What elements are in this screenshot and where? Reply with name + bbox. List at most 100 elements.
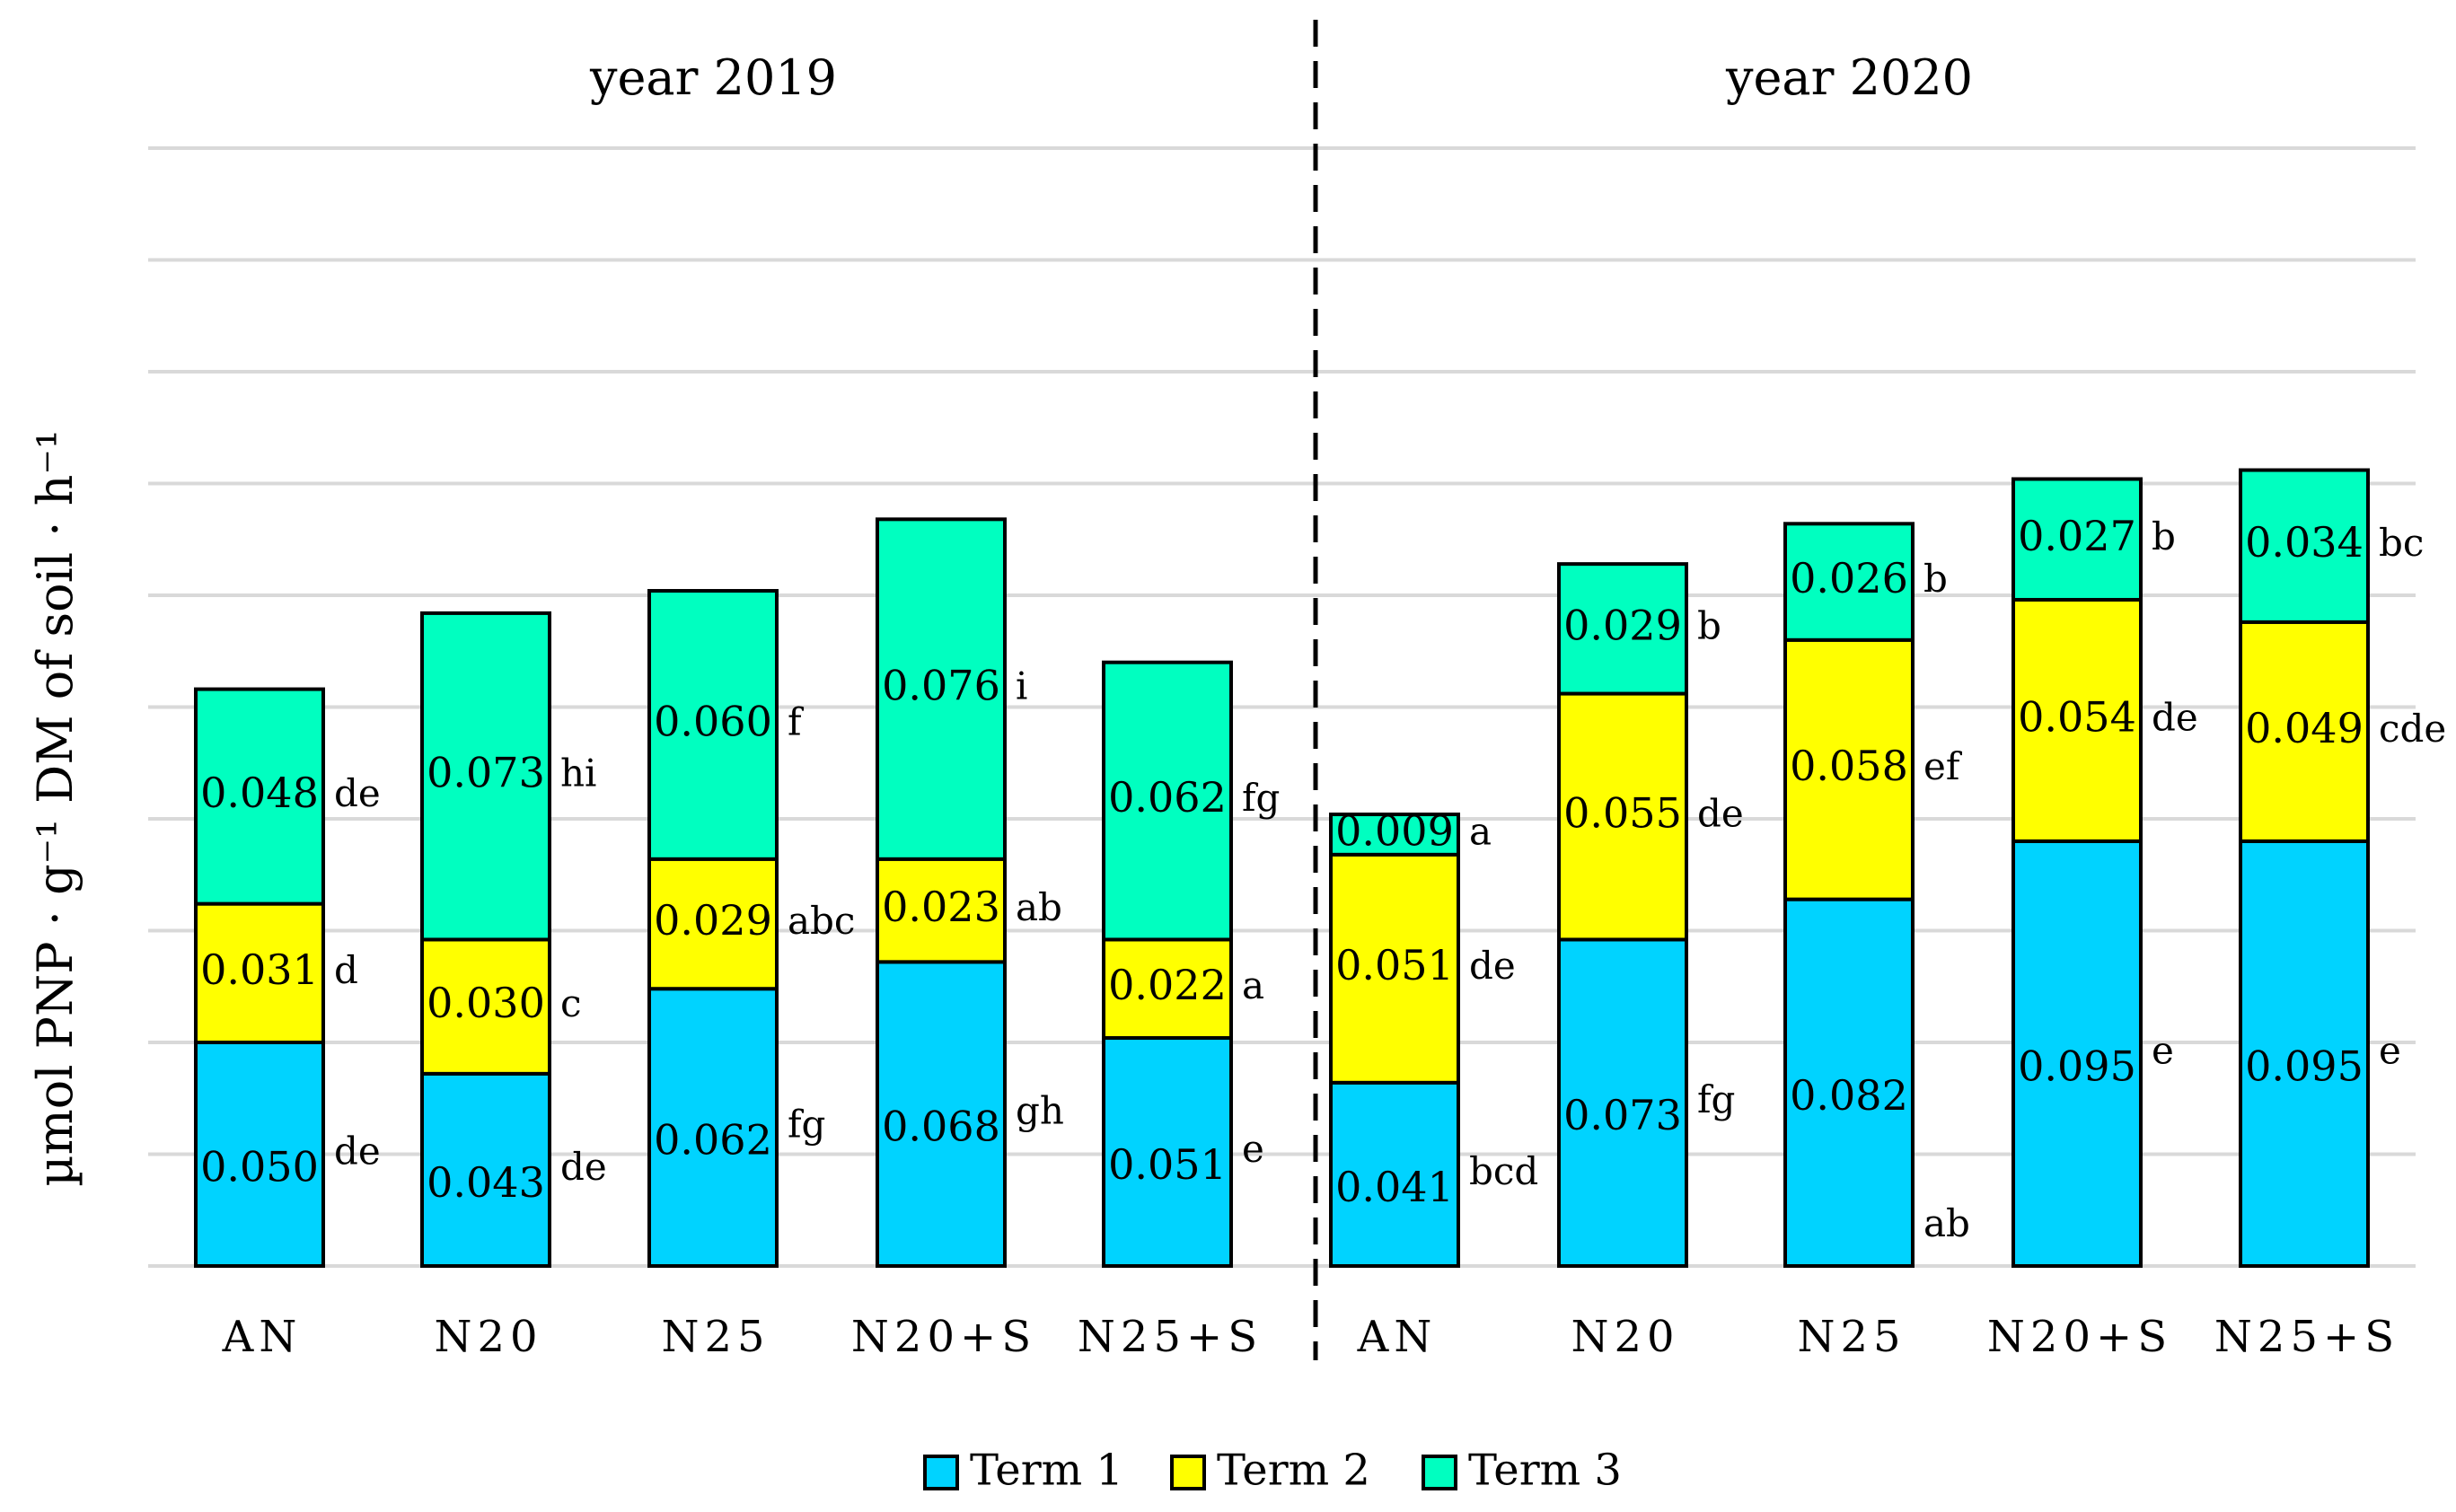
bar-segment-term-1 (1329, 1080, 1460, 1268)
legend-label: Term 1 (970, 1446, 1123, 1496)
category-label: N20 (434, 1312, 542, 1362)
legend-swatch (1422, 1455, 1457, 1490)
significance-letter: fg (1242, 776, 1280, 820)
significance-letter: i (1016, 664, 1027, 708)
significance-letter: hi (560, 752, 596, 796)
significance-letter: ef (1923, 744, 1963, 788)
legend-swatch (1170, 1455, 1206, 1490)
significance-letter: fg (1697, 1077, 1735, 1121)
value-label: 0.051 (1108, 1140, 1227, 1189)
bar-segment-term-2 (194, 901, 325, 1044)
value-label: 0.062 (654, 1116, 772, 1165)
bar-segment-term-3 (1783, 522, 1915, 642)
value-label: 0.041 (1335, 1163, 1454, 1211)
category-label: AN (1357, 1312, 1438, 1362)
value-label: 0.054 (2018, 692, 2136, 741)
value-label: 0.022 (1108, 961, 1227, 1009)
value-label: 0.029 (1563, 601, 1682, 649)
category-label: AN (222, 1312, 303, 1362)
bar-segment-term-2 (1557, 691, 1688, 942)
significance-letter: gh (1016, 1089, 1064, 1133)
bar-segment-term-1 (1102, 1036, 1233, 1269)
bar-segment-term-1 (2011, 839, 2143, 1269)
significance-letter: de (2152, 695, 2198, 739)
bar-segment-term-1 (2239, 839, 2370, 1269)
significance-letter: de (334, 771, 381, 815)
value-label: 0.068 (882, 1103, 1000, 1151)
value-label: 0.082 (1790, 1071, 1908, 1120)
bar-segment-term-1 (420, 1071, 551, 1268)
bar-segment-term-2 (2239, 620, 2370, 843)
category-label: N25+S (2214, 1312, 2399, 1362)
bars (194, 468, 2370, 1269)
value-label: 0.073 (427, 749, 545, 797)
value-label: 0.031 (200, 945, 319, 994)
value-label: 0.051 (1335, 941, 1454, 989)
significance-letter: b (1697, 603, 1721, 647)
bar-segment-term-3 (194, 687, 325, 906)
value-label: 0.034 (2245, 518, 2364, 567)
year-labels: year 2019 year 2020 (589, 49, 1973, 106)
value-label: 0.030 (427, 979, 545, 1027)
bar-segment-term-3 (2239, 468, 2370, 624)
value-label: 0.050 (200, 1143, 319, 1191)
value-label: 0.060 (654, 697, 772, 745)
legend-swatch (923, 1455, 959, 1490)
value-label: 0.026 (1790, 554, 1908, 602)
significance-letter: de (334, 1130, 381, 1174)
value-label: 0.023 (882, 883, 1000, 931)
value-label: 0.095 (2018, 1042, 2136, 1090)
category-label: N20 (1571, 1312, 1679, 1362)
year-label: year 2020 (1725, 49, 1973, 106)
value-label: 0.073 (1563, 1091, 1682, 1139)
significance-letter: bcd (1469, 1149, 1538, 1193)
significance-letter: de (560, 1145, 607, 1189)
significance-letter: bc (2379, 521, 2424, 565)
value-label: 0.029 (654, 896, 772, 945)
significance-letter: c (560, 981, 582, 1025)
value-label: 0.062 (1108, 773, 1227, 822)
value-label: 0.009 (1335, 806, 1454, 855)
significance-letter: a (1469, 809, 1492, 853)
value-label: 0.055 (1563, 789, 1682, 838)
significance-letter: de (1697, 792, 1744, 836)
category-label: N25 (1797, 1312, 1906, 1362)
significance-letter: ab (1923, 1201, 1970, 1245)
bar-segment-term-3 (876, 517, 1007, 861)
significance-letter: e (2379, 1028, 2401, 1072)
value-label: 0.058 (1790, 742, 1908, 790)
significance-letter: d (334, 948, 358, 992)
value-label: 0.076 (882, 662, 1000, 710)
significance-letter: e (1242, 1127, 1264, 1171)
bar-segment-term-3 (1102, 660, 1233, 942)
significance-letter: f (788, 699, 805, 743)
legend-label: Term 3 (1468, 1446, 1622, 1496)
category-label: N20+S (1987, 1312, 2172, 1362)
bar-segment-term-1 (1783, 897, 1915, 1268)
bar-segment-term-3 (420, 611, 551, 942)
bar-segment-term-3 (2011, 477, 2143, 602)
significance-letter: fg (788, 1103, 825, 1147)
bar-segment-term-3 (1557, 562, 1688, 696)
y-axis-label: µmol PNP · g⁻¹ DM of soil · h⁻¹ (27, 429, 84, 1186)
bar-segment-term-2 (876, 857, 1007, 964)
legend: Term 1 Term 2 Term 3 (923, 1446, 1622, 1496)
significance-letter: e (2152, 1028, 2174, 1072)
category-label: N25+S (1078, 1312, 1263, 1362)
bar-segment-term-3 (1329, 813, 1460, 857)
category-label: N25 (661, 1312, 770, 1362)
significance-letter: b (2152, 514, 2176, 558)
bar-segment-term-1 (1557, 937, 1688, 1268)
bar-segment-term-1 (194, 1041, 325, 1268)
legend-label: Term 2 (1217, 1446, 1370, 1496)
bar-segment-term-2 (420, 937, 551, 1076)
significance-letter: de (1469, 944, 1516, 988)
bar-segment-term-1 (876, 960, 1007, 1268)
significance-letter: a (1242, 963, 1264, 1007)
category-label: N20+S (851, 1312, 1036, 1362)
data-labels: 0.050 de 0.031 d 0.048 de 0.043 de 0.030 c 0.073 hi… (200, 512, 2446, 1245)
significance-letter: ab (1016, 885, 1062, 929)
bar-segment-term-2 (1783, 637, 1915, 901)
value-label: 0.043 (427, 1158, 545, 1207)
